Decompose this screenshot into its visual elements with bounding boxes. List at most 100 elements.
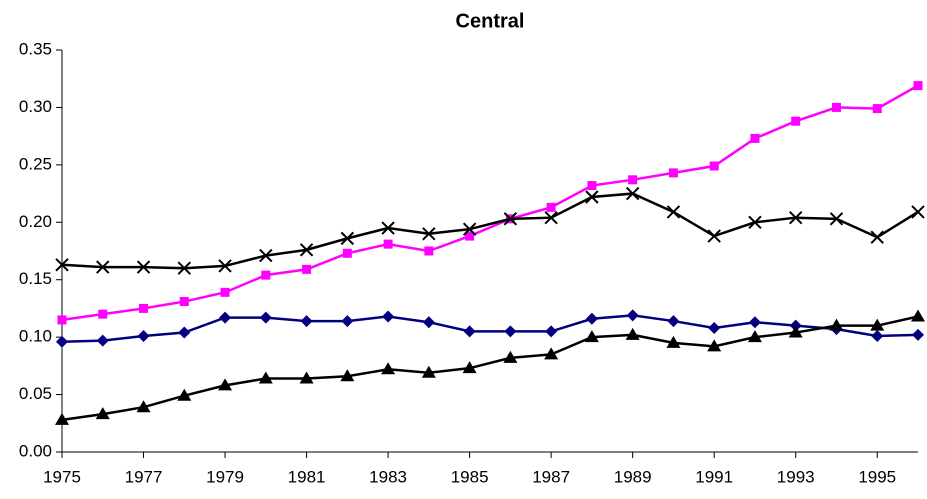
x-tick-label: 1989 <box>614 467 652 486</box>
marker <box>870 318 885 331</box>
y-tick-label: 0.25 <box>19 154 52 173</box>
marker <box>179 297 189 307</box>
marker <box>300 315 313 328</box>
marker <box>546 202 556 212</box>
marker <box>504 325 517 338</box>
marker <box>55 258 69 272</box>
marker <box>747 330 762 343</box>
marker <box>139 303 149 313</box>
marker <box>789 210 803 225</box>
marker <box>545 325 558 338</box>
marker <box>750 133 760 143</box>
series-line <box>61 314 919 343</box>
y-tick-label: 0.05 <box>19 384 52 403</box>
marker <box>503 212 518 226</box>
marker <box>462 222 477 236</box>
marker <box>341 315 354 328</box>
marker <box>137 329 150 342</box>
marker <box>709 161 719 171</box>
marker <box>911 205 925 219</box>
marker <box>261 270 271 280</box>
marker <box>299 243 314 257</box>
x-tick-label: 1987 <box>532 467 570 486</box>
marker <box>628 175 638 185</box>
marker <box>220 287 230 297</box>
marker <box>136 400 151 413</box>
series-line <box>61 192 919 270</box>
marker <box>625 186 640 201</box>
marker <box>421 365 436 378</box>
marker <box>666 335 681 348</box>
marker <box>913 81 923 91</box>
marker <box>912 328 924 341</box>
marker <box>259 248 273 263</box>
marker <box>668 168 678 178</box>
marker <box>340 231 355 246</box>
y-tick-label: 0.35 <box>19 39 52 58</box>
marker <box>626 309 639 322</box>
x-tick-label: 1981 <box>288 467 326 486</box>
marker <box>383 239 393 249</box>
y-tick-label: 0.30 <box>19 97 52 116</box>
marker <box>56 335 68 348</box>
x-tick-label: 1995 <box>858 467 896 486</box>
marker <box>96 334 109 347</box>
marker <box>465 231 475 241</box>
x-tick-label: 1979 <box>206 467 244 486</box>
marker <box>422 227 436 241</box>
marker <box>55 412 69 425</box>
series-line <box>61 315 919 422</box>
marker <box>57 315 67 325</box>
marker <box>829 318 844 331</box>
y-tick-label: 0.20 <box>19 212 52 231</box>
marker <box>585 190 599 204</box>
marker <box>381 221 395 235</box>
marker <box>707 339 722 352</box>
marker <box>382 310 395 323</box>
marker <box>544 210 558 225</box>
marker <box>666 205 681 219</box>
x-tick-label: 1975 <box>43 467 81 486</box>
marker <box>96 260 110 274</box>
y-tick-label: 0.00 <box>19 441 52 460</box>
marker <box>788 325 803 338</box>
marker <box>302 264 312 274</box>
x-tick-label: 1977 <box>125 467 163 486</box>
marker <box>259 311 272 324</box>
marker <box>748 215 762 229</box>
marker <box>178 326 191 339</box>
y-tick-label: 0.10 <box>19 327 52 346</box>
marker <box>625 327 640 340</box>
marker <box>218 259 232 273</box>
marker <box>381 362 396 375</box>
x-tick-label: 1993 <box>777 467 815 486</box>
marker <box>342 248 352 258</box>
marker <box>708 321 721 334</box>
marker <box>911 309 925 322</box>
chart-title: Central <box>456 10 525 32</box>
marker <box>424 246 434 256</box>
marker <box>258 371 273 384</box>
marker <box>98 309 108 319</box>
marker <box>177 388 192 401</box>
marker <box>707 229 721 243</box>
marker <box>791 116 801 126</box>
marker <box>299 371 314 384</box>
marker <box>587 181 597 191</box>
x-tick-label: 1985 <box>451 467 489 486</box>
x-tick-label: 1983 <box>369 467 407 486</box>
marker <box>462 361 477 374</box>
x-tick-label: 1991 <box>695 467 733 486</box>
marker <box>218 378 233 391</box>
marker <box>95 407 110 420</box>
marker <box>219 311 232 324</box>
marker <box>748 316 761 329</box>
marker <box>422 316 435 329</box>
marker <box>870 230 884 244</box>
marker <box>585 312 598 325</box>
marker <box>503 350 518 363</box>
marker <box>871 329 884 342</box>
marker <box>667 315 680 328</box>
